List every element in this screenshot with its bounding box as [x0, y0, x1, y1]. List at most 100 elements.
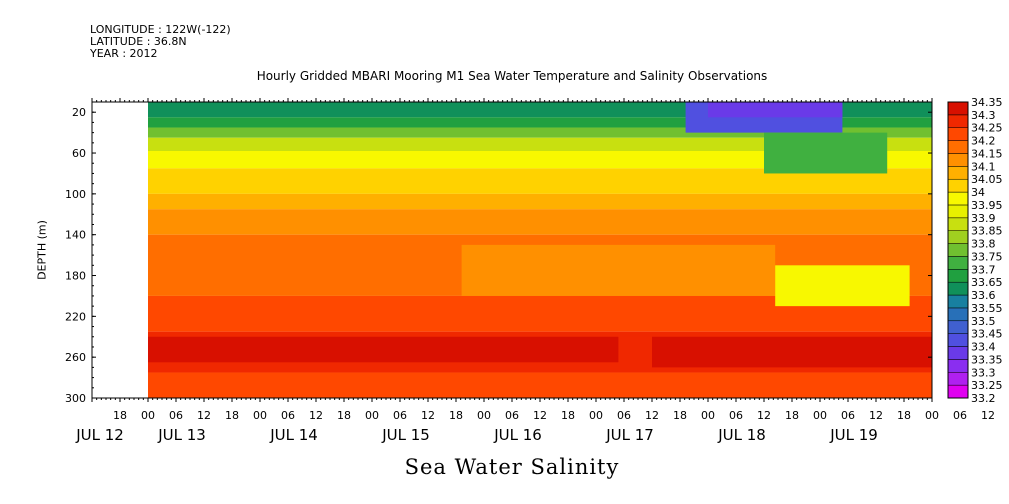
colorbar-swatch — [947, 140, 969, 154]
x-tick-label: 00 — [365, 409, 379, 422]
salinity-feature — [775, 265, 910, 307]
variable-label: Sea Water Salinity — [404, 455, 620, 479]
x-day-label: JUL 12 — [75, 426, 124, 444]
y-tick-label: 100 — [65, 188, 86, 201]
x-tick-label: 18 — [673, 409, 687, 422]
x-tick-label: 06 — [505, 409, 519, 422]
colorbar-frame — [947, 101, 969, 399]
latitude-label: LATITUDE : 36.8N — [90, 35, 187, 48]
depth-layer — [148, 372, 932, 398]
x-tick-label: 00 — [253, 409, 267, 422]
colorbar-label: 33.55 — [971, 302, 1003, 315]
x-tick-label: 06 — [953, 409, 967, 422]
colorbar-label: 34.05 — [971, 173, 1003, 186]
x-tick-label: 18 — [785, 409, 799, 422]
x-tick-label: 00 — [477, 409, 491, 422]
colorbar-label: 33.8 — [971, 238, 996, 251]
colorbar-swatch — [947, 269, 969, 283]
y-tick-label: 260 — [65, 351, 86, 364]
colorbar: 33.233.2533.333.3533.433.4533.533.5533.6… — [947, 96, 1003, 405]
x-day-label: JUL 18 — [717, 426, 766, 444]
colorbar-swatch — [947, 101, 969, 116]
colorbar-swatch — [947, 153, 969, 167]
salinity-feature — [764, 132, 888, 174]
plot-area — [148, 102, 932, 398]
depth-layer — [148, 209, 932, 235]
colorbar-swatch — [947, 217, 969, 231]
salinity-feature — [148, 336, 619, 363]
colorbar-label: 34.1 — [971, 160, 996, 173]
x-day-label: JUL 19 — [829, 426, 878, 444]
colorbar-label: 33.95 — [971, 199, 1003, 212]
colorbar-label: 34.25 — [971, 122, 1003, 135]
colorbar-swatch — [947, 307, 969, 322]
y-axis-label: DEPTH (m) — [35, 220, 49, 280]
x-tick-label: 18 — [561, 409, 575, 422]
x-tick-label: 12 — [421, 409, 435, 422]
colorbar-swatch — [947, 204, 969, 219]
depth-layer — [148, 127, 932, 138]
colorbar-swatch — [947, 281, 969, 296]
y-tick-label: 60 — [72, 147, 86, 160]
colorbar-swatch — [947, 127, 969, 141]
x-tick-label: 06 — [169, 409, 183, 422]
colorbar-swatch — [947, 294, 969, 309]
colorbar-swatch — [947, 384, 969, 399]
colorbar-label: 33.25 — [971, 379, 1003, 392]
salinity-feature — [461, 244, 776, 296]
colorbar-swatch — [947, 346, 969, 360]
colorbar-label: 34.2 — [971, 135, 996, 148]
x-day-label: JUL 16 — [493, 426, 542, 444]
colorbar-label: 33.85 — [971, 225, 1003, 238]
colorbar-label: 33.2 — [971, 392, 996, 405]
x-tick-label: 06 — [841, 409, 855, 422]
x-tick-label: 18 — [449, 409, 463, 422]
colorbar-label: 33.35 — [971, 353, 1003, 366]
x-tick-label: 00 — [925, 409, 939, 422]
colorbar-label: 33.4 — [971, 341, 996, 354]
colorbar-swatch — [947, 166, 969, 180]
x-day-label: JUL 13 — [157, 426, 206, 444]
x-tick-label: 00 — [701, 409, 715, 422]
x-tick-label: 18 — [225, 409, 239, 422]
depth-layer — [148, 193, 932, 210]
x-tick-label: 06 — [617, 409, 631, 422]
colorbar-label: 34.35 — [971, 96, 1003, 109]
x-tick-label: 06 — [729, 409, 743, 422]
colorbar-swatch — [947, 191, 969, 206]
x-day-label: JUL 14 — [269, 426, 318, 444]
x-day-label: JUL 17 — [605, 426, 654, 444]
x-tick-label: 12 — [533, 409, 547, 422]
colorbar-label: 33.65 — [971, 276, 1003, 289]
colorbar-label: 34.15 — [971, 147, 1003, 160]
x-tick-label: 12 — [757, 409, 771, 422]
colorbar-label: 33.75 — [971, 250, 1003, 263]
year-label: YEAR : 2012 — [90, 47, 158, 60]
colorbar-swatch — [947, 320, 969, 334]
depth-layer — [148, 137, 932, 151]
depth-layer — [148, 117, 932, 128]
colorbar-swatch — [947, 230, 969, 244]
colorbar-swatch — [947, 243, 969, 257]
colorbar-swatch — [947, 359, 969, 373]
x-tick-label: 12 — [869, 409, 883, 422]
y-tick-label: 220 — [65, 310, 86, 323]
axes: 18 00 06 12 18 00 06 12 18 00 06 12 18 00 06 12 18 00 06 12… — [65, 98, 995, 444]
colorbar-label: 33.6 — [971, 289, 996, 302]
colorbar-swatch — [947, 333, 969, 347]
depth-layer — [148, 150, 932, 169]
colorbar-label: 34.3 — [971, 109, 996, 122]
colorbar-swatch — [947, 114, 969, 128]
y-tick-label: 180 — [65, 270, 86, 283]
colorbar-swatch — [947, 178, 969, 193]
x-tick-label: 12 — [981, 409, 995, 422]
salinity-feature — [652, 336, 932, 368]
x-tick-label: 06 — [281, 409, 295, 422]
x-tick-label: 18 — [337, 409, 351, 422]
x-tick-label: 00 — [141, 409, 155, 422]
chart-title: Hourly Gridded MBARI Mooring M1 Sea Wate… — [256, 69, 768, 83]
colorbar-label: 33.3 — [971, 366, 996, 379]
x-tick-label: 06 — [393, 409, 407, 422]
y-tick-label: 140 — [65, 229, 86, 242]
